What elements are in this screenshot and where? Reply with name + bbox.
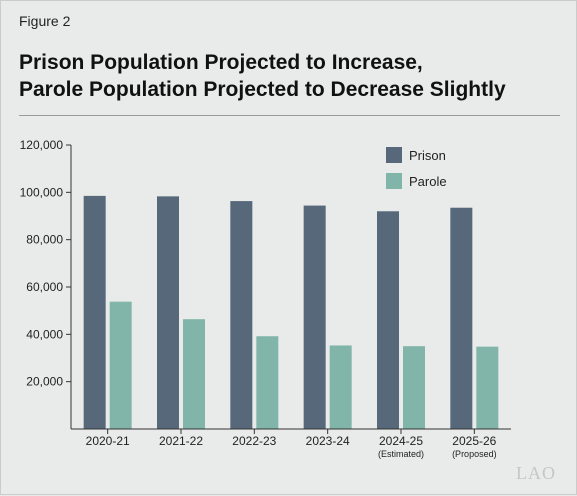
title-divider xyxy=(19,115,560,116)
prison-bar xyxy=(450,207,473,429)
x-tick-label: 2021-22 xyxy=(159,434,203,448)
chart-title-line-2: Parole Population Projected to Decrease … xyxy=(19,78,506,101)
y-tick-label: 60,000 xyxy=(26,280,63,294)
lao-logo: LAO xyxy=(516,463,556,483)
legend: Prison Parole xyxy=(386,147,447,189)
x-tick-sublabel: (Estimated) xyxy=(378,449,424,459)
parole-bar xyxy=(256,336,279,429)
figure-label: Figure 2 xyxy=(19,13,71,29)
legend-label-parole: Parole xyxy=(409,174,447,189)
y-tick-label: 80,000 xyxy=(26,233,63,247)
y-tick-label: 20,000 xyxy=(26,375,63,389)
y-tick-label: 100,000 xyxy=(20,185,64,199)
prison-bar xyxy=(230,201,253,429)
parole-bar xyxy=(329,345,352,429)
legend-label-prison: Prison xyxy=(409,148,446,163)
parole-bar xyxy=(476,346,499,429)
parole-bar xyxy=(183,319,205,429)
y-tick-label: 40,000 xyxy=(26,327,63,341)
y-axis: 20,000 40,000 60,000 80,000 100,000 120,000 xyxy=(20,138,72,429)
x-tick-label: 2022-23 xyxy=(232,434,276,448)
legend-swatch-prison xyxy=(386,147,402,163)
chart-title: Prison Population Projected to Increase,… xyxy=(19,49,559,103)
parole-bar xyxy=(403,346,425,429)
bars xyxy=(83,195,499,429)
prison-bar xyxy=(377,211,399,429)
x-tick-label: 2023-24 xyxy=(306,434,350,448)
y-tick-label: 120,000 xyxy=(20,138,64,152)
prison-bar xyxy=(157,196,179,429)
x-tick-label: 2024-25 xyxy=(379,434,423,448)
x-axis: 2020-21 2021-22 2022-23 2023-24 2024-25(Esti… xyxy=(71,428,511,459)
prison-bar xyxy=(303,205,326,429)
parole-bar xyxy=(109,301,132,429)
x-tick-label: 2020-21 xyxy=(86,434,130,448)
prison-bar xyxy=(83,195,106,429)
x-tick-sublabel: (Proposed) xyxy=(452,449,497,459)
x-tick-label: 2025-26 xyxy=(452,434,496,448)
chart-title-line-1: Prison Population Projected to Increase, xyxy=(19,51,423,74)
legend-swatch-parole xyxy=(386,173,402,189)
